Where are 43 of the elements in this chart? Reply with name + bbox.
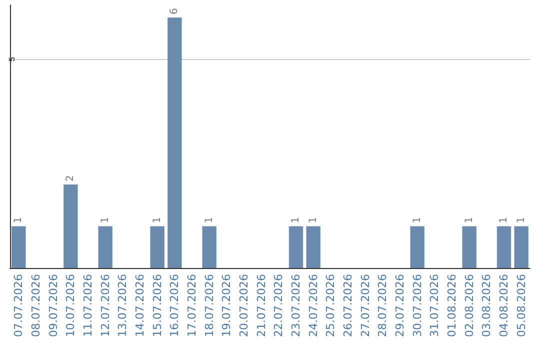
data-label: 1 (290, 216, 302, 224)
data-label: 1 (13, 216, 24, 224)
data-label: 2 (65, 175, 76, 182)
x-tick-label: 27.07.2026 (358, 274, 372, 338)
x-tick-label: 12.07.2026 (98, 274, 112, 338)
x-tick-label: 19.07.2026 (220, 274, 234, 338)
x-tick-label: 24.07.2026 (306, 274, 320, 338)
x-tick-label: 15.07.2026 (150, 274, 164, 338)
x-tick-label: 20.07.2026 (238, 274, 250, 338)
x-tick-label: 11.07.2026 (82, 274, 94, 338)
x-tick-label: 14.07.2026 (134, 274, 146, 338)
x-tick-label: 04.08.2026 (498, 274, 510, 338)
x-tick-label: 31.07.2026 (428, 274, 442, 338)
x-tick-label: 17.07.2026 (186, 274, 198, 338)
x-tick-label: 05.08.2026 (514, 274, 528, 338)
data-label: 1 (204, 216, 215, 224)
x-tick-label: 03.08.2026 (480, 274, 494, 338)
data-label: 1 (498, 216, 510, 224)
data-label: 1 (100, 216, 111, 224)
y-tick-label: 5 (8, 56, 16, 62)
data-label: 1 (464, 216, 475, 224)
x-tick-label: 28.07.2026 (376, 274, 390, 338)
x-tick-label: 01.08.2026 (446, 274, 458, 338)
x-tick-label: 09.07.2026 (46, 274, 60, 338)
x-tick-label: 23.07.2026 (290, 274, 302, 338)
data-label: 1 (516, 216, 527, 224)
x-tick-label: 10.07.2026 (64, 274, 78, 338)
x-tick-label: 30.07.2026 (410, 274, 424, 338)
data-label: 1 (308, 216, 319, 224)
x-tick-label: 07.07.2026 (12, 274, 26, 338)
x-tick-label: 13.07.2026 (116, 274, 130, 338)
x-tick-label: 26.07.2026 (342, 274, 354, 338)
data-label: 6 (169, 8, 180, 15)
x-tick-label: 21.07.2026 (254, 274, 268, 338)
x-tick-label: 18.07.2026 (202, 274, 216, 338)
data-label: 1 (412, 216, 423, 224)
x-tick-label: 02.08.2026 (462, 274, 476, 338)
x-tick-label: 16.07.2026 (168, 274, 182, 338)
x-tick-label: 25.07.2026 (324, 274, 338, 338)
x-tick-label: 29.07.2026 (394, 274, 406, 338)
x-tick-label: 22.07.2026 (272, 274, 286, 338)
data-label: 1 (152, 216, 163, 224)
x-tick-label: 08.07.2026 (30, 274, 42, 338)
